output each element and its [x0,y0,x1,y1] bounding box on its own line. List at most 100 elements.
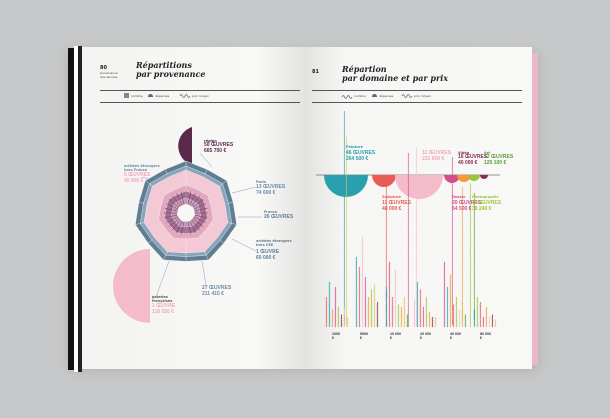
radial-spoke [194,203,206,210]
price-bar [397,304,400,328]
label-photography: Photographie [472,195,499,199]
value-french-galleries: 1 ŒUVRE 118 550 € [152,303,176,315]
radial-spoke [168,199,180,208]
domain-half-circle [395,175,443,199]
price-range-4: 20 000 € [420,332,431,340]
price-bar [413,299,416,328]
connector-line [231,238,257,252]
price-bar [434,316,437,328]
price-bar [403,296,406,328]
price-bar [388,261,391,328]
radial-spoke [189,221,196,233]
domain-half-circle [444,175,460,183]
radial-spoke [192,199,204,208]
label-foreign-non-france: artistes étrangers hors France [124,164,160,172]
value-art: 12 ŒUVRES 125 100 € [484,154,514,166]
region-half-circle [178,127,192,165]
radial-spoke [187,191,192,205]
radial-spoke [172,219,181,231]
price-bar [355,256,358,328]
label-france: France [264,210,278,214]
wave-icon [341,95,353,99]
price-bar [455,296,458,328]
value-france: 26 ŒUVRES [264,214,294,220]
price-bar [346,316,349,328]
price-bar [406,314,409,328]
half-circle-icon [372,94,377,97]
connector-line [199,152,213,168]
price-bar [422,306,425,328]
legend-label-spending: dépenses [155,94,170,98]
radial-spoke [194,214,208,219]
radial-spoke [180,221,185,235]
price-bar [485,306,488,328]
price-bar [325,296,328,328]
price-bar [361,236,364,328]
price-bar [334,286,337,328]
domain-half-circle [457,175,471,182]
price-bar [428,311,431,328]
radial-spoke [194,207,208,212]
domain-line [469,182,472,328]
radial-divider [219,180,227,187]
radial-divider [135,201,145,204]
value-bottom-group: 27 ŒUVRES 211 415 € [202,285,232,297]
price-bar [328,281,331,328]
price-bar [416,281,419,328]
left-page-title: Répartitions par provenance [136,60,206,79]
value-drawing: 20 ŒUVRES 54 500 € [452,200,482,212]
radial-spoke [176,221,183,233]
price-bar [364,276,367,328]
value-foreign-non-france: 5 ŒUVRES 45 800 € [124,172,151,184]
legend-label-spending: dépenses [379,94,394,98]
wave-icon [401,94,413,98]
label-foreign-non-cee: artistes étrangers hors CEE [256,239,292,247]
domain-half-circle [372,175,396,187]
right-page-number: 81 [312,69,319,75]
price-bar [482,316,485,328]
radial-spoke [192,218,204,227]
price-bar [391,296,394,328]
price-range-6: 80 000 € [480,332,491,340]
domain-half-circle [480,175,488,179]
price-bar [400,306,403,328]
price-bar [337,306,340,328]
price-bar [458,309,461,328]
price-bar [488,316,491,328]
domain-line [407,152,410,328]
label-drawing: Dessin [452,195,466,199]
left-bottom-rule [100,102,300,103]
domain-line [343,110,346,328]
price-bar [367,296,370,328]
price-range-3: 10 000 € [390,332,401,340]
price-bar [419,289,422,328]
label-sculpture: Sculpture [382,195,402,199]
domain-line [461,186,464,326]
left-top-rule [100,90,300,91]
radial-divider [227,201,237,204]
domain-line [415,146,418,328]
radial-spoke [168,218,180,227]
value-sculpture: 11 ŒUVRES 48 000 € [382,200,411,212]
legend-label-count: nombre [131,94,143,98]
price-bar [425,296,428,328]
radial-spoke [164,214,178,219]
wave-icon [179,94,191,98]
radial-divider [204,166,209,175]
value-installation: 11 ŒUVRES 221 600 € [422,150,451,162]
radial-spoke [191,195,200,207]
radial-spoke [172,195,181,207]
radial-divider [145,180,153,187]
right-bottom-rule [312,102,522,103]
price-bar [443,261,446,328]
connector-line [201,260,207,286]
label-region: région [204,139,217,143]
legend-label-count: nombre [354,94,366,98]
right-page-title: Répartion par domaine et par prix [342,64,449,83]
price-bar [464,314,467,328]
price-bar [343,306,346,328]
price-bar [446,286,449,328]
price-bar [473,309,476,328]
price-bar [476,296,479,328]
price-bar [376,301,379,328]
